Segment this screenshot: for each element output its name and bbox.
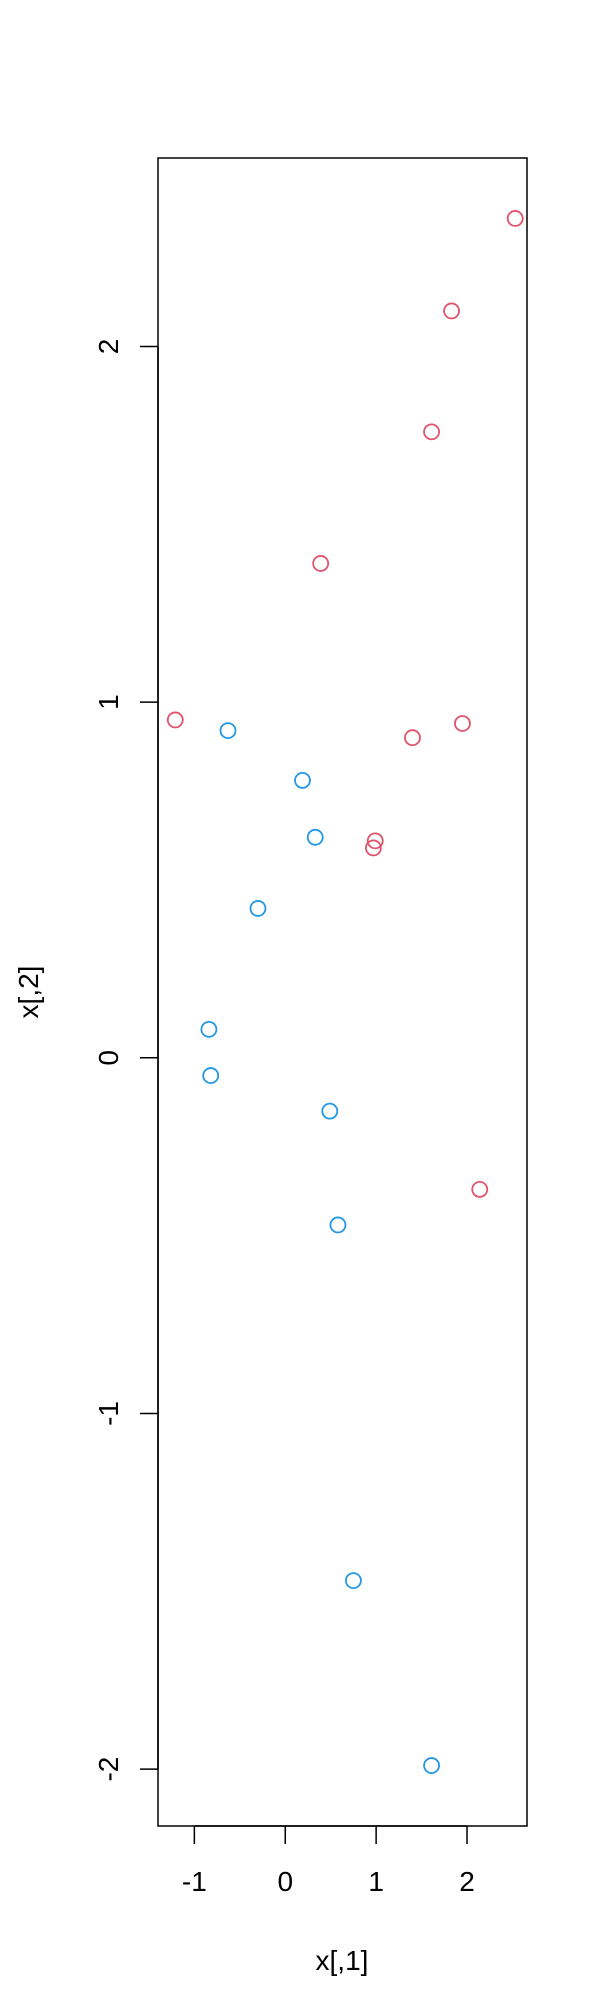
scatter-point-series-1	[404, 729, 421, 747]
scatter-point-series-1	[312, 555, 330, 572]
scatter-point-series-1	[506, 210, 524, 227]
y-tick-label: 0	[93, 1050, 124, 1066]
x-tick-label: 0	[277, 1866, 293, 1897]
scatter-point-series-2	[345, 1572, 362, 1590]
scatter-point-series-2	[306, 828, 324, 846]
scatter-point-series-2	[200, 1020, 218, 1038]
scatter-point-series-1	[366, 832, 384, 850]
x-tick-label: 2	[459, 1866, 475, 1897]
y-tick-label: 2	[93, 339, 124, 355]
scatter-point-series-1	[166, 711, 184, 729]
y-tick-label: -1	[93, 1401, 124, 1426]
scatter-point-series-2	[219, 722, 237, 739]
x-axis-title: x[,1]	[316, 1945, 369, 1976]
plot-frame	[157, 157, 528, 1827]
x-tick-label: 1	[368, 1866, 384, 1897]
x-axis: -1 0 1 2	[182, 1825, 475, 1897]
data-points	[166, 210, 524, 1774]
y-axis: -2 -1 0 1 2	[93, 339, 159, 1782]
scatter-point-series-1	[454, 715, 471, 732]
y-axis-title: x[,2]	[13, 966, 44, 1019]
scatter-point-series-2	[329, 1216, 347, 1234]
scatter-point-series-2	[423, 1757, 440, 1774]
scatter-point-series-1	[365, 839, 382, 857]
scatter-point-series-2	[249, 900, 267, 917]
y-tick-label: 1	[93, 694, 124, 710]
scatter-point-series-2	[321, 1102, 339, 1120]
scatter-point-series-1	[443, 302, 460, 320]
scatter-point-series-2	[202, 1067, 220, 1084]
y-tick-label: -2	[93, 1757, 124, 1782]
scatter-point-series-2	[294, 771, 311, 789]
x-tick-label: -1	[182, 1866, 207, 1897]
scatter-point-series-1	[471, 1180, 489, 1198]
scatter-point-series-1	[423, 423, 440, 441]
